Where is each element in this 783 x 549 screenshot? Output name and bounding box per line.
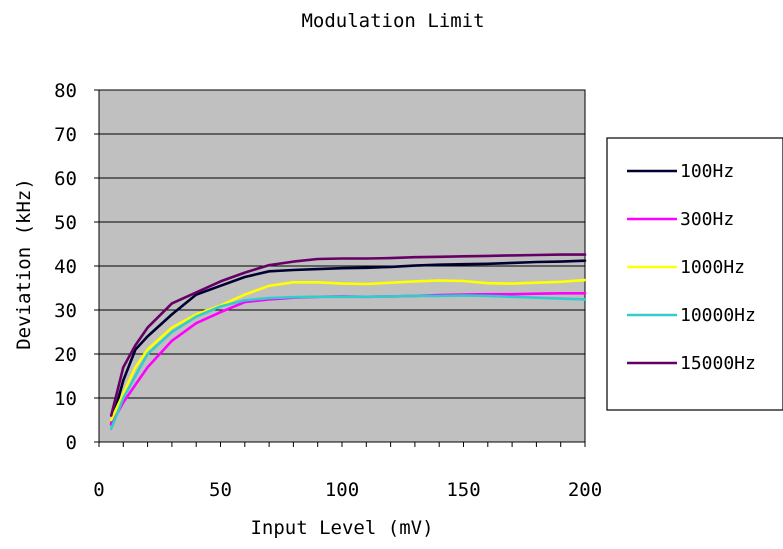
x-axis-label: Input Level (mV)	[250, 517, 433, 539]
y-tick-label: 70	[54, 124, 77, 146]
y-axis-label: Deviation (kHz)	[13, 178, 35, 350]
legend-label: 1000Hz	[680, 257, 745, 278]
axis-ticks: 0 10 20 30 40 50 60 70 80 0 50 100 150 200	[54, 80, 602, 501]
x-tick-label: 100	[325, 479, 359, 501]
legend-label: 300Hz	[680, 209, 734, 230]
legend-label: 100Hz	[680, 161, 734, 182]
x-tick-label: 50	[209, 479, 232, 501]
y-tick-label: 50	[54, 212, 77, 234]
legend	[606, 137, 783, 411]
series-lines	[109, 253, 587, 431]
x-tick-label: 200	[568, 479, 602, 501]
series-line-15000hz	[109, 253, 587, 417]
x-tick-label: 150	[446, 479, 480, 501]
legend-items: 100Hz 300Hz 1000Hz 10000Hz 15000Hz	[627, 161, 756, 374]
y-tick-label: 80	[54, 80, 77, 102]
y-tick-label: 30	[54, 300, 77, 322]
series-line-100hz	[109, 259, 587, 426]
x-tick-label: 0	[93, 479, 104, 501]
y-tick-label: 40	[54, 256, 77, 278]
y-tick-label: 10	[54, 388, 77, 410]
legend-label: 10000Hz	[680, 305, 756, 326]
y-tick-label: 60	[54, 168, 77, 190]
legend-label: 15000Hz	[680, 353, 756, 374]
chart-title: Modulation Limit	[301, 10, 484, 32]
y-tick-label: 20	[54, 344, 77, 366]
series-line-1000hz	[109, 278, 587, 422]
y-tick-label: 0	[66, 432, 77, 454]
series-line-10000hz	[109, 294, 587, 431]
gridlines	[99, 133, 585, 399]
